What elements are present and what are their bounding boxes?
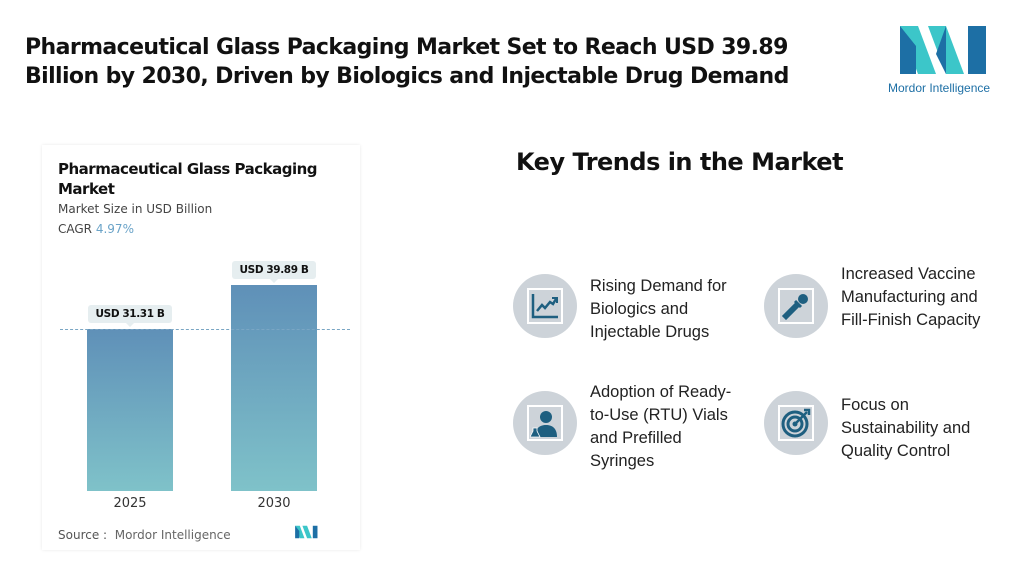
page-title: Pharmaceutical Glass Packaging Market Se… [25, 35, 789, 89]
bar-2030 [231, 284, 317, 491]
cagr: CAGR 4.97% [58, 222, 134, 236]
logo-mark-icon [900, 26, 986, 74]
bar-2025 [87, 329, 173, 491]
trend-item: Increased Vaccine Manufacturing and Fill… [841, 265, 981, 329]
scientist-icon [530, 411, 557, 438]
source-logo-icon [295, 525, 318, 539]
trend-item: Focus on Sustainability and Quality Cont… [841, 396, 971, 460]
growth-chart-icon [531, 294, 558, 319]
chart-title: Pharmaceutical Glass Packaging Market [58, 160, 318, 198]
cagr-label: CAGR [58, 222, 93, 236]
reference-line [60, 329, 350, 331]
trend-icon-circle [764, 274, 828, 338]
logo-text: Mordor Intelligence [888, 81, 991, 95]
trend-icon-circle [513, 391, 577, 455]
source-text: Mordor Intelligence [114, 528, 231, 542]
mordor-logo: Mordor Intelligence [888, 26, 1003, 95]
target-icon [781, 408, 811, 438]
trend-item: Adoption of Ready-to-Use (RTU) Vials and… [590, 383, 732, 470]
source-label: Source : [58, 528, 108, 542]
trend-item: Rising Demand for Biologics and Injectab… [590, 277, 727, 341]
trends-heading: Key Trends in the Market [516, 148, 844, 176]
data-label: USD 39.89 B [232, 260, 316, 283]
chart-card: Pharmaceutical Glass Packaging Market Ma… [42, 145, 360, 550]
data-label: USD 31.31 B [88, 305, 172, 328]
dropper-icon [782, 294, 808, 320]
source: Source : Mordor Intelligence [58, 528, 231, 542]
x-tick-label: 2030 [257, 496, 291, 511]
trend-icon-circle [764, 391, 828, 455]
trend-icon-circle [513, 274, 577, 338]
x-tick-label: 2025 [113, 496, 147, 511]
chart-subtitle: Market Size in USD Billion [58, 202, 213, 216]
cagr-value: 4.97% [95, 222, 134, 236]
